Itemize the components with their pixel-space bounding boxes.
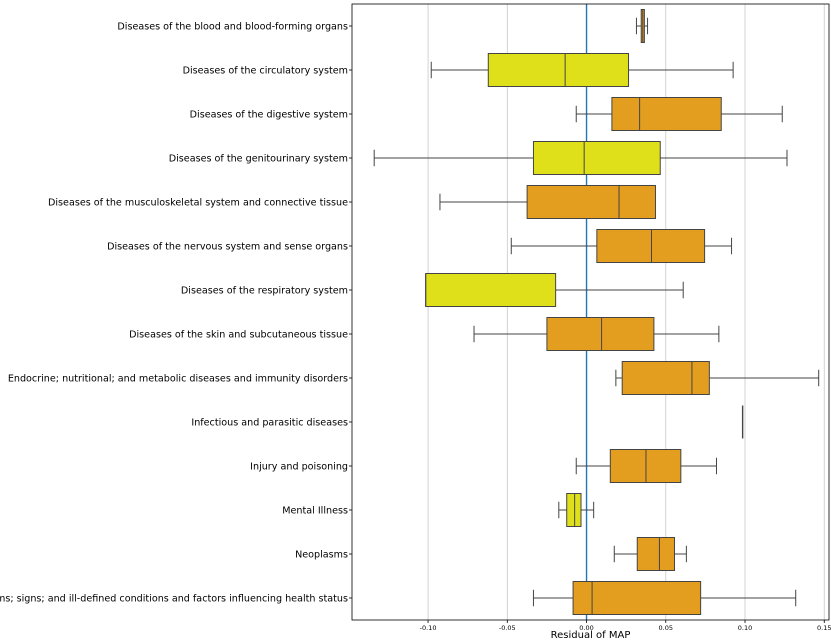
- iqr-box: [572, 581, 702, 615]
- iqr-box: [526, 185, 656, 219]
- category-label: Diseases of the musculoskeletal system a…: [48, 197, 348, 208]
- category-label: Endocrine; nutritional; and metabolic di…: [8, 373, 348, 384]
- category-label: Neoplasms: [295, 549, 348, 560]
- box-group: [615, 361, 820, 395]
- category-label: Diseases of the digestive system: [190, 109, 348, 120]
- category-label: Diseases of the respiratory system: [181, 285, 348, 296]
- box-group: [613, 537, 687, 571]
- category-label: Diseases of the genitourinary system: [169, 153, 348, 164]
- box-group: [373, 141, 788, 175]
- category-label: Diseases of the circulatory system: [183, 65, 348, 76]
- box-group: [558, 493, 595, 527]
- x-tick-label: 0.00: [579, 624, 593, 632]
- x-tick-label: 0.05: [659, 624, 673, 632]
- box-group: [635, 9, 649, 43]
- box-group: [575, 449, 717, 483]
- iqr-box: [566, 493, 582, 527]
- box-group: [439, 185, 656, 219]
- boxes-layer: [373, 9, 820, 615]
- category-label: Injury and poisoning: [250, 461, 348, 472]
- box-group: [575, 97, 783, 131]
- grid-layer: [427, 4, 825, 623]
- iqr-box: [425, 273, 557, 307]
- box-group: [425, 273, 684, 307]
- box-group: [430, 53, 734, 87]
- category-label: Diseases of the nervous system and sense…: [107, 241, 348, 252]
- box-group: [473, 317, 720, 351]
- iqr-box: [621, 361, 710, 395]
- iqr-box: [532, 141, 661, 175]
- iqr-box: [546, 317, 655, 351]
- category-label: Symptoms; signs; and ill-defined conditi…: [0, 593, 348, 604]
- x-axis-label: Residual of MAP: [551, 630, 631, 641]
- x-tick-labels: -0.10 -0.05 0.00 0.05 0.10 0.15: [420, 624, 831, 632]
- iqr-box: [611, 97, 722, 131]
- category-label: Mental Illness: [282, 505, 348, 516]
- x-tick-label: 0.15: [817, 624, 831, 632]
- x-tick-label: 0.10: [738, 624, 752, 632]
- box-group: [532, 581, 797, 615]
- iqr-box: [596, 229, 706, 263]
- category-labels: Diseases of the blood and blood-forming …: [0, 21, 352, 604]
- x-tick-label: -0.05: [499, 624, 516, 632]
- iqr-box: [636, 537, 675, 571]
- box-group: [510, 229, 733, 263]
- iqr-box: [487, 53, 630, 87]
- category-label: Infectious and parasitic diseases: [191, 417, 348, 428]
- x-tick-label: -0.10: [420, 624, 437, 632]
- plot-frame: [351, 3, 830, 621]
- category-label: Diseases of the skin and subcutaneous ti…: [129, 329, 348, 340]
- category-label: Diseases of the blood and blood-forming …: [117, 21, 348, 32]
